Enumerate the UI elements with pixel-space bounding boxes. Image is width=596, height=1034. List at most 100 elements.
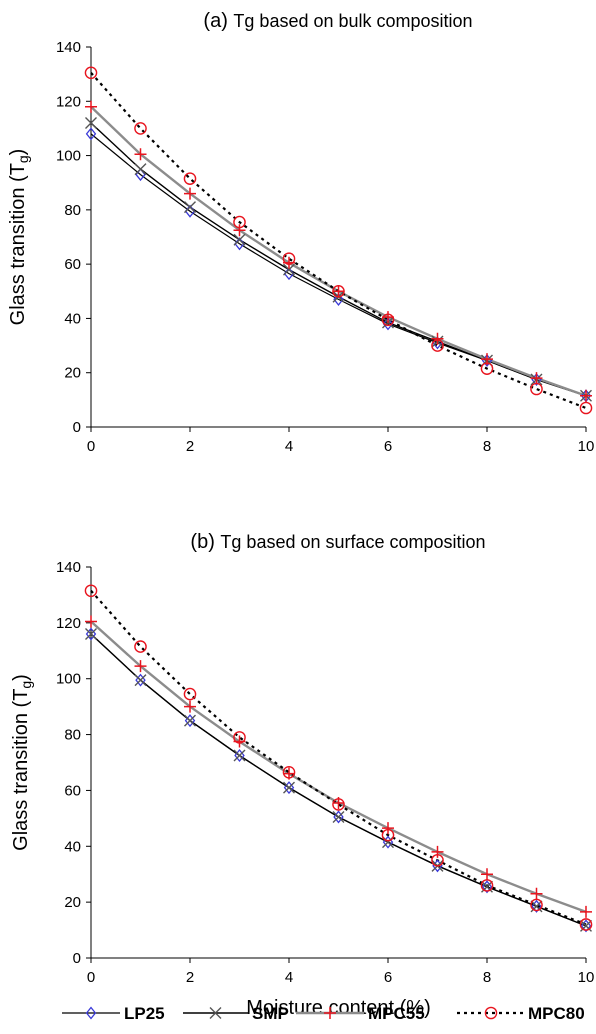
data-point-mpc55 xyxy=(530,887,543,900)
legend-marker xyxy=(209,1007,222,1019)
data-point-mpc55 xyxy=(382,311,394,324)
data-point-smp xyxy=(184,714,196,727)
data-point-mpc55 xyxy=(431,332,444,345)
y-tick-label: 60 xyxy=(64,256,81,273)
y-tick-label: 80 xyxy=(64,202,81,219)
data-point-lp25 xyxy=(382,317,394,331)
legend-item-smp: SMP xyxy=(183,1004,289,1023)
data-point-lp25 xyxy=(580,919,592,933)
data-point-mpc80 xyxy=(282,252,296,266)
data-point-mpc80 xyxy=(233,731,246,744)
chart-title-prefix: (b) xyxy=(190,531,220,553)
y-tick-label: 40 xyxy=(64,838,81,855)
chart-a: (a) Tg based on bulk composition 0 20 40 60 8… xyxy=(7,10,594,455)
legend-item-lp25: LP25 xyxy=(62,1004,165,1023)
x-tick-label: 10 xyxy=(578,969,595,986)
x-tick-label: 8 xyxy=(483,969,491,986)
y-tick-label: 120 xyxy=(56,615,81,632)
data-point-lp25 xyxy=(333,292,344,306)
chart-title-prefix: (a) xyxy=(203,10,233,32)
y-tick-label: 0 xyxy=(73,419,81,436)
legend-label: MPC55 xyxy=(368,1004,425,1023)
x-tick-label: 0 xyxy=(87,969,95,986)
series-line-lp25 xyxy=(90,633,587,927)
y-axis-label: Glass transition (Tg) xyxy=(10,674,34,851)
data-point-lp25 xyxy=(481,880,493,894)
data-point-mpc80 xyxy=(282,765,296,779)
data-point-mpc80 xyxy=(431,339,444,352)
data-point-lp25 xyxy=(283,781,295,795)
data-point-mpc55 xyxy=(580,905,592,918)
data-point-mpc80 xyxy=(381,828,395,842)
data-point-mpc80 xyxy=(183,687,197,701)
data-point-mpc80 xyxy=(134,122,147,135)
data-point-mpc80 xyxy=(431,853,444,867)
data-point-mpc80 xyxy=(381,313,395,327)
x-tick-label: 6 xyxy=(384,969,392,986)
data-point-mpc55 xyxy=(431,845,444,858)
data-point-mpc80 xyxy=(530,898,543,912)
data-point-lp25 xyxy=(85,627,97,641)
legend-marker xyxy=(85,1006,97,1020)
series-line-smp xyxy=(90,633,587,927)
series-line-mpc80 xyxy=(90,72,587,410)
chart-title: (a) Tg based on bulk composition xyxy=(203,10,472,32)
data-point-smp xyxy=(85,628,97,641)
data-point-lp25 xyxy=(135,673,146,687)
data-point-lp25 xyxy=(85,127,97,141)
data-point-lp25 xyxy=(432,859,443,873)
data-point-mpc55 xyxy=(134,660,147,673)
chart-title-text: Tg based on surface composition xyxy=(220,532,485,552)
data-point-smp xyxy=(134,674,147,687)
data-point-mpc80 xyxy=(233,215,246,229)
data-point-mpc55 xyxy=(85,100,97,113)
y-tick-label: 20 xyxy=(64,894,81,911)
legend-label: MPC80 xyxy=(528,1004,585,1023)
y-tick-label: 140 xyxy=(56,559,81,576)
legend-item-mpc55: MPC55 xyxy=(296,1004,425,1023)
series-line-mpc80 xyxy=(90,589,587,926)
data-point-mpc55 xyxy=(184,700,196,713)
data-point-mpc80 xyxy=(84,66,98,80)
data-point-mpc80 xyxy=(332,798,345,811)
series-line-mpc55 xyxy=(90,620,587,914)
y-tick-label: 20 xyxy=(64,365,81,382)
data-point-mpc80 xyxy=(332,284,345,298)
y-tick-label: 100 xyxy=(56,148,81,165)
data-point-mpc80 xyxy=(579,918,593,931)
data-point-mpc55 xyxy=(233,224,246,237)
y-tick-label: 100 xyxy=(56,671,81,688)
data-point-mpc80 xyxy=(480,362,494,375)
data-point-mpc55 xyxy=(382,822,394,835)
data-point-mpc55 xyxy=(134,148,147,161)
series-line-mpc55 xyxy=(90,105,587,397)
data-point-lp25 xyxy=(531,899,542,913)
legend-label: SMP xyxy=(252,1004,289,1023)
y-tick-label: 80 xyxy=(64,727,81,744)
data-point-smp xyxy=(85,117,97,129)
y-tick-label: 0 xyxy=(73,950,81,967)
x-tick-label: 4 xyxy=(285,969,293,986)
legend: LP25 SMP MPC55 MPC80 xyxy=(62,1004,585,1023)
data-point-smp xyxy=(332,810,345,823)
y-tick-label: 60 xyxy=(64,782,81,799)
legend-marker xyxy=(484,1006,498,1020)
data-point-mpc55 xyxy=(332,285,345,298)
data-point-lp25 xyxy=(234,748,245,763)
legend-item-mpc80: MPC80 xyxy=(457,1004,585,1023)
chart-b: (b) Tg based on surface composition02040… xyxy=(10,531,594,1019)
data-point-mpc55 xyxy=(85,615,97,628)
chart-title-text: Tg based on bulk composition xyxy=(233,11,472,31)
legend-label: LP25 xyxy=(124,1004,165,1023)
data-point-mpc80 xyxy=(530,382,543,396)
chart-title: (b) Tg based on surface composition xyxy=(190,531,485,553)
data-point-mpc80 xyxy=(134,640,147,653)
y-tick-label: 40 xyxy=(64,310,81,327)
x-tick-label: 6 xyxy=(384,438,392,455)
data-point-lp25 xyxy=(333,810,344,824)
data-point-smp xyxy=(184,201,196,214)
data-point-mpc55 xyxy=(580,389,592,402)
x-tick-label: 4 xyxy=(285,438,293,455)
x-tick-label: 2 xyxy=(186,969,194,986)
